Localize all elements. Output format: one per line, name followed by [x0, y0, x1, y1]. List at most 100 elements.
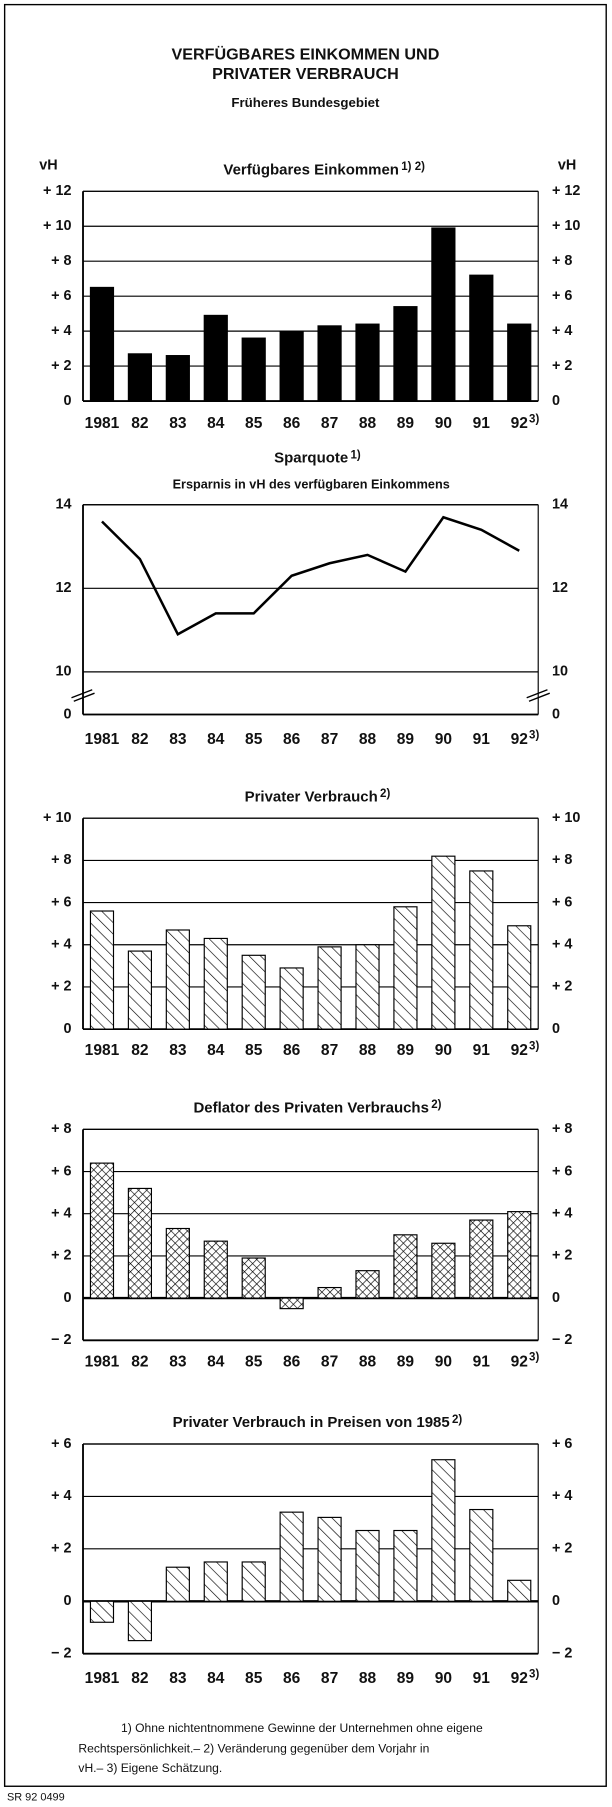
y-tick-label: + 4 — [51, 937, 71, 953]
x-tick-label: 1981 — [85, 1670, 120, 1687]
chart-title: Privater Verbrauch in Preisen von 1985 — [173, 1414, 450, 1431]
y-tick-label: + 2 — [552, 358, 572, 374]
unit-label: vH — [558, 158, 576, 174]
subtitle: Früheres Bundesgebiet — [231, 95, 380, 110]
x-tick-label: 87 — [321, 1670, 338, 1687]
bar — [241, 1561, 266, 1602]
bar — [393, 1529, 418, 1602]
y-tick-label: 0 — [63, 706, 71, 722]
bar — [279, 330, 304, 402]
y-tick-label: + 6 — [51, 1436, 71, 1452]
x-tick-label: 84 — [207, 1353, 225, 1370]
bar — [507, 1579, 532, 1602]
y-tick-label: + 8 — [552, 852, 572, 868]
y-tick-label: + 8 — [552, 1121, 572, 1137]
category-note: 3) — [529, 1352, 539, 1364]
x-tick-label: 85 — [245, 1042, 263, 1059]
bar — [317, 1516, 342, 1602]
x-tick-label: 86 — [283, 1353, 301, 1370]
x-tick-label: 88 — [359, 415, 377, 432]
bar — [393, 306, 418, 402]
y-tick-label: + 6 — [51, 894, 71, 910]
axis-break — [71, 689, 95, 702]
y-tick-label: + 10 — [43, 810, 71, 826]
x-tick-label: 84 — [207, 415, 225, 432]
x-tick-label: 86 — [283, 731, 301, 748]
y-tick-label: 14 — [552, 497, 568, 513]
category-note: 3) — [529, 729, 539, 741]
x-tick-label: 87 — [321, 1042, 338, 1059]
x-tick-label: 90 — [435, 1353, 453, 1370]
x-tick-label: 84 — [207, 1670, 225, 1687]
y-tick-label: + 4 — [552, 1488, 572, 1504]
bar — [507, 925, 532, 1030]
y-tick-label: + 2 — [552, 1248, 572, 1264]
category-note: 3) — [529, 1669, 539, 1681]
x-tick-label: 92 — [511, 415, 529, 432]
bar — [469, 274, 494, 402]
axis-break — [526, 689, 550, 702]
bar — [127, 1187, 153, 1299]
x-tick-label: 91 — [473, 1042, 491, 1059]
x-tick-label: 87 — [321, 415, 338, 432]
x-tick-label: 82 — [131, 731, 149, 748]
y-tick-label: − 2 — [51, 1332, 71, 1348]
bar — [393, 906, 418, 1030]
bar — [355, 944, 380, 1030]
y-tick-label: 0 — [63, 393, 71, 409]
x-tick-label: 1981 — [85, 731, 120, 748]
y-tick-label: + 12 — [43, 183, 71, 199]
bar — [279, 1297, 304, 1310]
chart-title: Privater Verbrauch — [245, 788, 378, 805]
bar — [241, 1257, 266, 1299]
y-tick-label: 14 — [55, 497, 71, 513]
y-tick-label: 10 — [55, 664, 71, 680]
y-tick-label: + 6 — [552, 894, 572, 910]
bar — [89, 1162, 115, 1299]
bar — [89, 910, 115, 1030]
x-tick-label: 85 — [245, 1670, 263, 1687]
y-tick-label: + 4 — [51, 1206, 71, 1222]
y-tick-label: − 2 — [552, 1332, 572, 1348]
title-note: 1) — [351, 449, 361, 461]
x-tick-label: 86 — [283, 415, 301, 432]
x-tick-label: 82 — [131, 415, 149, 432]
x-tick-label: 84 — [207, 731, 225, 748]
bar — [317, 1286, 342, 1299]
bar — [165, 929, 190, 1030]
x-tick-label: 82 — [131, 1353, 149, 1370]
bar — [355, 1529, 380, 1602]
chart-title: Verfügbares Einkommen — [223, 162, 399, 179]
y-tick-label: + 8 — [51, 1121, 71, 1137]
code: SR 92 0499 — [7, 1792, 65, 1804]
y-tick-label: + 10 — [552, 810, 580, 826]
title-note: 2) — [452, 1414, 462, 1426]
y-tick-label: − 2 — [552, 1646, 572, 1662]
title-note: 1) 2) — [401, 161, 425, 173]
x-tick-label: 82 — [131, 1042, 149, 1059]
x-tick-label: 89 — [397, 1670, 415, 1687]
x-tick-label: 82 — [131, 1670, 149, 1687]
x-tick-label: 84 — [207, 1042, 225, 1059]
x-tick-label: 91 — [473, 415, 491, 432]
y-tick-label: 0 — [63, 1021, 71, 1037]
bar — [203, 314, 228, 402]
x-tick-label: 89 — [397, 415, 415, 432]
unit-label: vH — [39, 158, 57, 174]
x-tick-label: 86 — [283, 1042, 301, 1059]
x-tick-label: 83 — [169, 415, 187, 432]
frame — [3, 3, 607, 1787]
footnote: 1) Ohne nichtentnommene Gewinne der Unte… — [121, 1721, 483, 1735]
y-tick-label: − 2 — [51, 1646, 71, 1662]
bar — [241, 337, 266, 402]
y-tick-label: 0 — [552, 1290, 560, 1306]
bar — [165, 1227, 190, 1299]
x-tick-label: 90 — [435, 1670, 453, 1687]
bar — [431, 1242, 456, 1299]
y-tick-label: + 6 — [552, 288, 572, 304]
chart-title: Sparquote — [274, 450, 348, 467]
x-tick-label: 92 — [511, 731, 529, 748]
y-tick-label: + 4 — [552, 323, 572, 339]
y-tick-label: + 4 — [552, 937, 572, 953]
